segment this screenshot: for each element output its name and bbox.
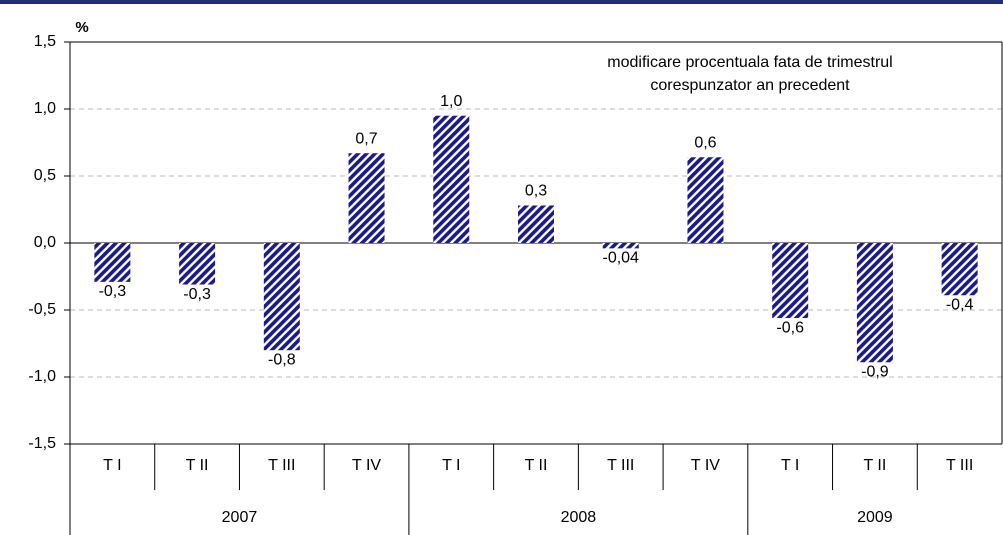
x-tick-label: T I [781, 457, 799, 474]
value-label: -0,4 [946, 296, 974, 313]
value-label: -0,6 [776, 319, 804, 336]
group-label: 2007 [222, 509, 258, 526]
bar [856, 243, 893, 363]
y-tick-label: 0,5 [34, 167, 56, 184]
value-label: 1,0 [440, 93, 462, 110]
bar [687, 157, 724, 243]
x-tick-label: T III [946, 457, 973, 474]
x-tick-label: T III [607, 457, 634, 474]
bar [941, 243, 978, 296]
value-label: -0,8 [268, 351, 296, 368]
value-label: -0,3 [183, 286, 211, 303]
annotation: modificare procentuala fata de trimestru… [607, 54, 892, 71]
top-bar [0, 0, 1003, 4]
y-tick-label: 1,0 [34, 100, 56, 117]
x-tick-label: T II [525, 457, 548, 474]
bar [94, 243, 131, 282]
x-tick-label: T III [268, 457, 295, 474]
group-label: 2009 [857, 509, 893, 526]
x-tick-label: T I [442, 457, 460, 474]
bar [602, 243, 639, 249]
y-tick-label: -1,5 [28, 435, 56, 452]
value-label: 0,3 [525, 183, 547, 200]
y-tick-label: 1,5 [34, 33, 56, 50]
bar [263, 243, 300, 351]
y-axis-label: % [75, 19, 88, 36]
x-tick-label: T I [103, 457, 121, 474]
value-label: -0,9 [861, 363, 889, 380]
bar [348, 153, 385, 243]
y-tick-label: -1,0 [28, 368, 56, 385]
value-label: -0,04 [602, 250, 639, 267]
x-tick-label: T IV [352, 457, 381, 474]
x-tick-label: T II [863, 457, 886, 474]
value-label: -0,3 [99, 283, 127, 300]
bar [772, 243, 809, 319]
x-tick-label: T II [186, 457, 209, 474]
x-tick-label: T IV [691, 457, 720, 474]
group-label: 2008 [561, 509, 597, 526]
bar [433, 115, 470, 243]
bar [518, 205, 554, 243]
value-label: 0,7 [355, 130, 377, 147]
annotation: corespunzator an precedent [650, 77, 850, 94]
y-tick-label: -0,5 [28, 301, 56, 318]
value-label: 0,6 [694, 134, 716, 151]
bar [179, 243, 216, 285]
y-tick-label: 0,0 [34, 234, 56, 251]
